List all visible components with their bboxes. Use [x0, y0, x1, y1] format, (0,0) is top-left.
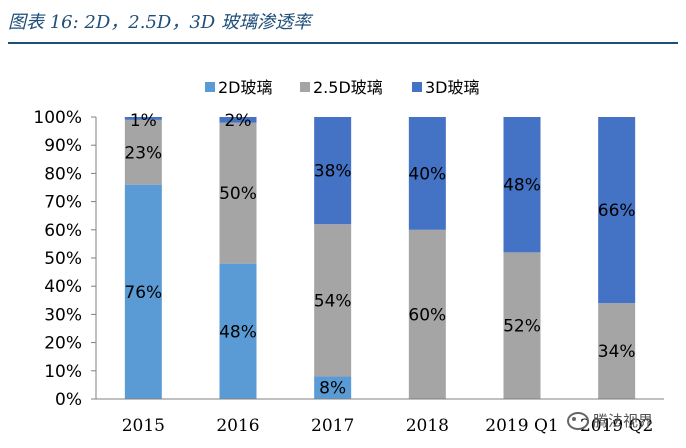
y-tick-label: 0%: [55, 390, 82, 410]
legend-swatch: [300, 82, 310, 92]
x-tick-label: 2018: [406, 416, 449, 436]
y-tick-label: 40%: [44, 277, 82, 297]
bar-segment: [219, 263, 257, 399]
legend-label: 2D玻璃: [218, 78, 273, 97]
data-label: 76%: [124, 283, 162, 303]
y-tick-label: 30%: [44, 305, 82, 325]
data-label: 38%: [314, 162, 352, 182]
data-label: 48%: [503, 176, 541, 196]
y-tick-label: 80%: [44, 164, 82, 184]
bar-segment: [124, 184, 162, 399]
bar-segment: [408, 229, 446, 399]
bar-segment: [219, 122, 257, 264]
bar-segment: [219, 117, 257, 123]
data-label: 23%: [124, 143, 162, 163]
y-tick-label: 100%: [33, 108, 82, 128]
legend-label: 2.5D玻璃: [313, 78, 383, 97]
data-label: 8%: [319, 379, 346, 399]
y-tick-label: 50%: [44, 249, 82, 269]
bar-segment: [124, 117, 162, 120]
title-divider: [8, 42, 678, 44]
data-label: 66%: [598, 201, 636, 221]
bar-segment: [314, 117, 352, 225]
y-tick-label: 90%: [44, 136, 82, 156]
x-tick-label: 2016: [216, 416, 259, 436]
watermark-text: 腾法视界: [593, 412, 654, 430]
data-label: 2%: [225, 111, 252, 131]
bar-segment: [503, 117, 541, 253]
legend-label: 3D玻璃: [425, 78, 480, 97]
data-label: 54%: [314, 291, 352, 311]
bar-segment: [124, 119, 162, 185]
x-tick-label: 2019 Q2: [580, 416, 653, 436]
y-tick-label: 70%: [44, 193, 82, 213]
data-label: 50%: [219, 184, 257, 204]
x-tick-label: 2017: [311, 416, 354, 436]
wechat-icon: [567, 411, 589, 430]
x-tick-label: 2015: [122, 416, 165, 436]
bar-segment: [314, 376, 352, 399]
watermark: 腾法视界: [567, 410, 653, 431]
chart-title: 图表 16: 2D，2.5D，3D 玻璃渗透率: [8, 12, 311, 33]
data-label: 34%: [598, 342, 636, 362]
bar-segment: [598, 117, 636, 304]
bar-segment: [408, 117, 446, 230]
bar-segment: [314, 224, 352, 377]
y-tick-label: 20%: [44, 334, 82, 354]
bar-segment: [503, 252, 541, 399]
data-label: 1%: [130, 111, 157, 131]
data-label: 48%: [219, 322, 257, 342]
legend-swatch: [412, 82, 422, 92]
legend-swatch: [205, 82, 215, 92]
y-tick-label: 60%: [44, 221, 82, 241]
data-label: 52%: [503, 317, 541, 337]
data-label: 40%: [408, 164, 446, 184]
data-label: 60%: [408, 305, 446, 325]
y-tick-label: 10%: [44, 362, 82, 382]
bar-segment: [598, 303, 636, 399]
x-tick-label: 2019 Q1: [485, 416, 558, 436]
